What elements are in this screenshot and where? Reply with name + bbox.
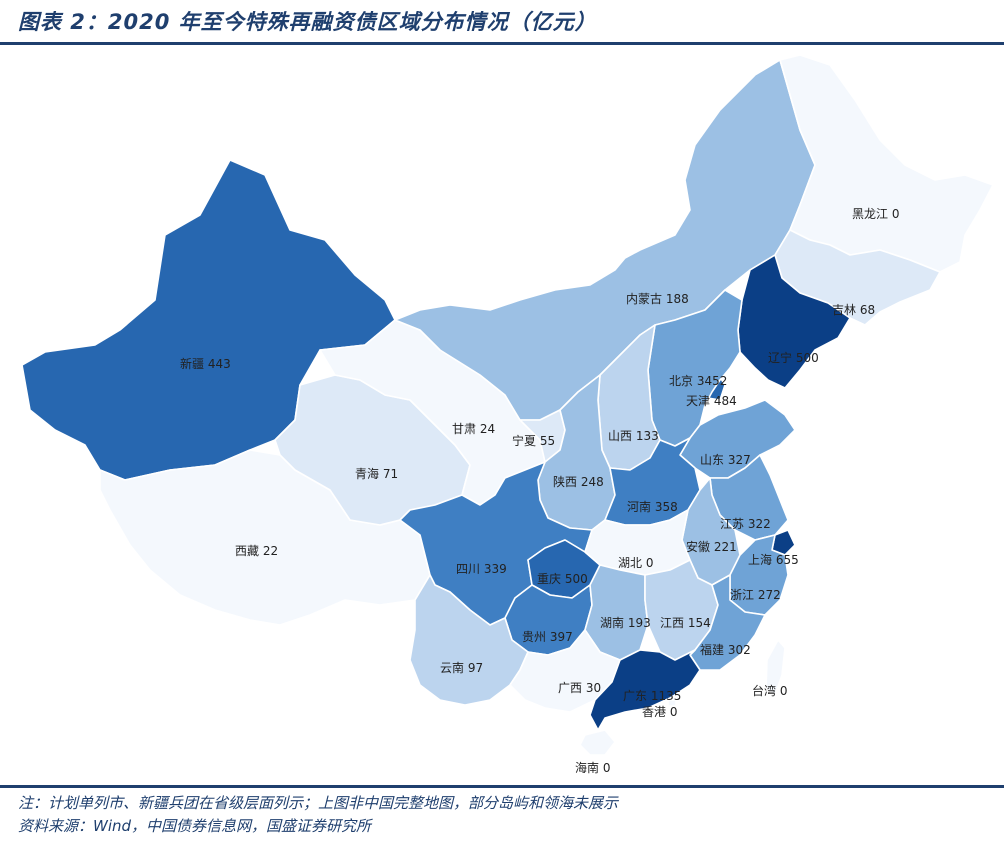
- figure-title: 图表 2：2020 年至今特殊再融资债区域分布情况（亿元）: [18, 10, 597, 34]
- label-taiwan: 台湾 0: [752, 683, 787, 698]
- label-henan: 河南 358: [627, 499, 678, 514]
- province-guangdong: [589, 649, 701, 731]
- label-ningxia: 宁夏 55: [512, 433, 555, 448]
- label-qinghai: 青海 71: [355, 466, 398, 481]
- label-yunnan: 云南 97: [440, 660, 483, 675]
- province-shandong: [679, 399, 796, 479]
- label-gansu: 甘肃 24: [452, 422, 495, 436]
- province-fujian: [689, 574, 766, 671]
- label-neimenggu: 内蒙古 188: [626, 291, 689, 306]
- label-shanghai: 上海 655: [748, 552, 799, 567]
- label-beijing: 北京 3452: [669, 374, 727, 388]
- label-jiangsu: 江苏 322: [720, 517, 771, 531]
- label-xinjiang: 新疆 443: [180, 356, 231, 371]
- label-hunan: 湖南 193: [600, 615, 651, 630]
- title-rule: [0, 42, 1004, 45]
- label-tianjin: 天津 484: [686, 394, 737, 408]
- label-shandong: 山东 327: [700, 453, 751, 467]
- label-jilin: 吉林 68: [832, 303, 875, 317]
- footer-rule: [0, 785, 1004, 788]
- label-fujian: 福建 302: [700, 642, 751, 657]
- label-guizhou: 贵州 397: [522, 630, 573, 644]
- province-taiwan: [765, 639, 786, 696]
- label-layer: 新疆 443 西藏 22 青海 71 甘肃 24 内蒙古 188 黑龙江 0 吉林 68 辽宁…: [180, 207, 899, 775]
- label-heilongjiang: 黑龙江 0: [852, 207, 899, 221]
- province-xianggang: [667, 699, 677, 707]
- label-liaoning: 辽宁 500: [768, 350, 819, 365]
- footnote: 注：计划单列市、新疆兵团在省级层面列示；上图非中国完整地图，部分岛屿和领海未展示: [18, 794, 619, 812]
- label-hainan: 海南 0: [575, 760, 610, 775]
- label-chongqing: 重庆 500: [537, 572, 588, 586]
- china-choropleth-map: 新疆 443 西藏 22 青海 71 甘肃 24 内蒙古 188 黑龙江 0 吉林 68 辽宁…: [21, 54, 994, 775]
- label-hubei: 湖北 0: [618, 555, 653, 570]
- label-xizang: 西藏 22: [235, 544, 278, 558]
- label-guangxi: 广西 30: [558, 681, 601, 695]
- label-zhejiang: 浙江 272: [730, 588, 781, 602]
- label-sichuan: 四川 339: [456, 562, 507, 576]
- label-guangdong: 广东 1135: [623, 689, 681, 703]
- province-heilongjiang: [779, 54, 994, 273]
- province-hunan: [584, 564, 649, 661]
- label-xianggang: 香港 0: [642, 705, 677, 719]
- province-hainan: [579, 729, 616, 756]
- label-shanxi: 山西 133: [608, 429, 659, 443]
- label-jiangxi: 江西 154: [660, 616, 711, 630]
- province-layer: [21, 54, 994, 756]
- label-anhui: 安徽 221: [686, 539, 737, 554]
- source-note: 资料来源：Wind，中国债券信息网，国盛证券研究所: [18, 817, 372, 835]
- label-shaanxi: 陕西 248: [553, 474, 604, 489]
